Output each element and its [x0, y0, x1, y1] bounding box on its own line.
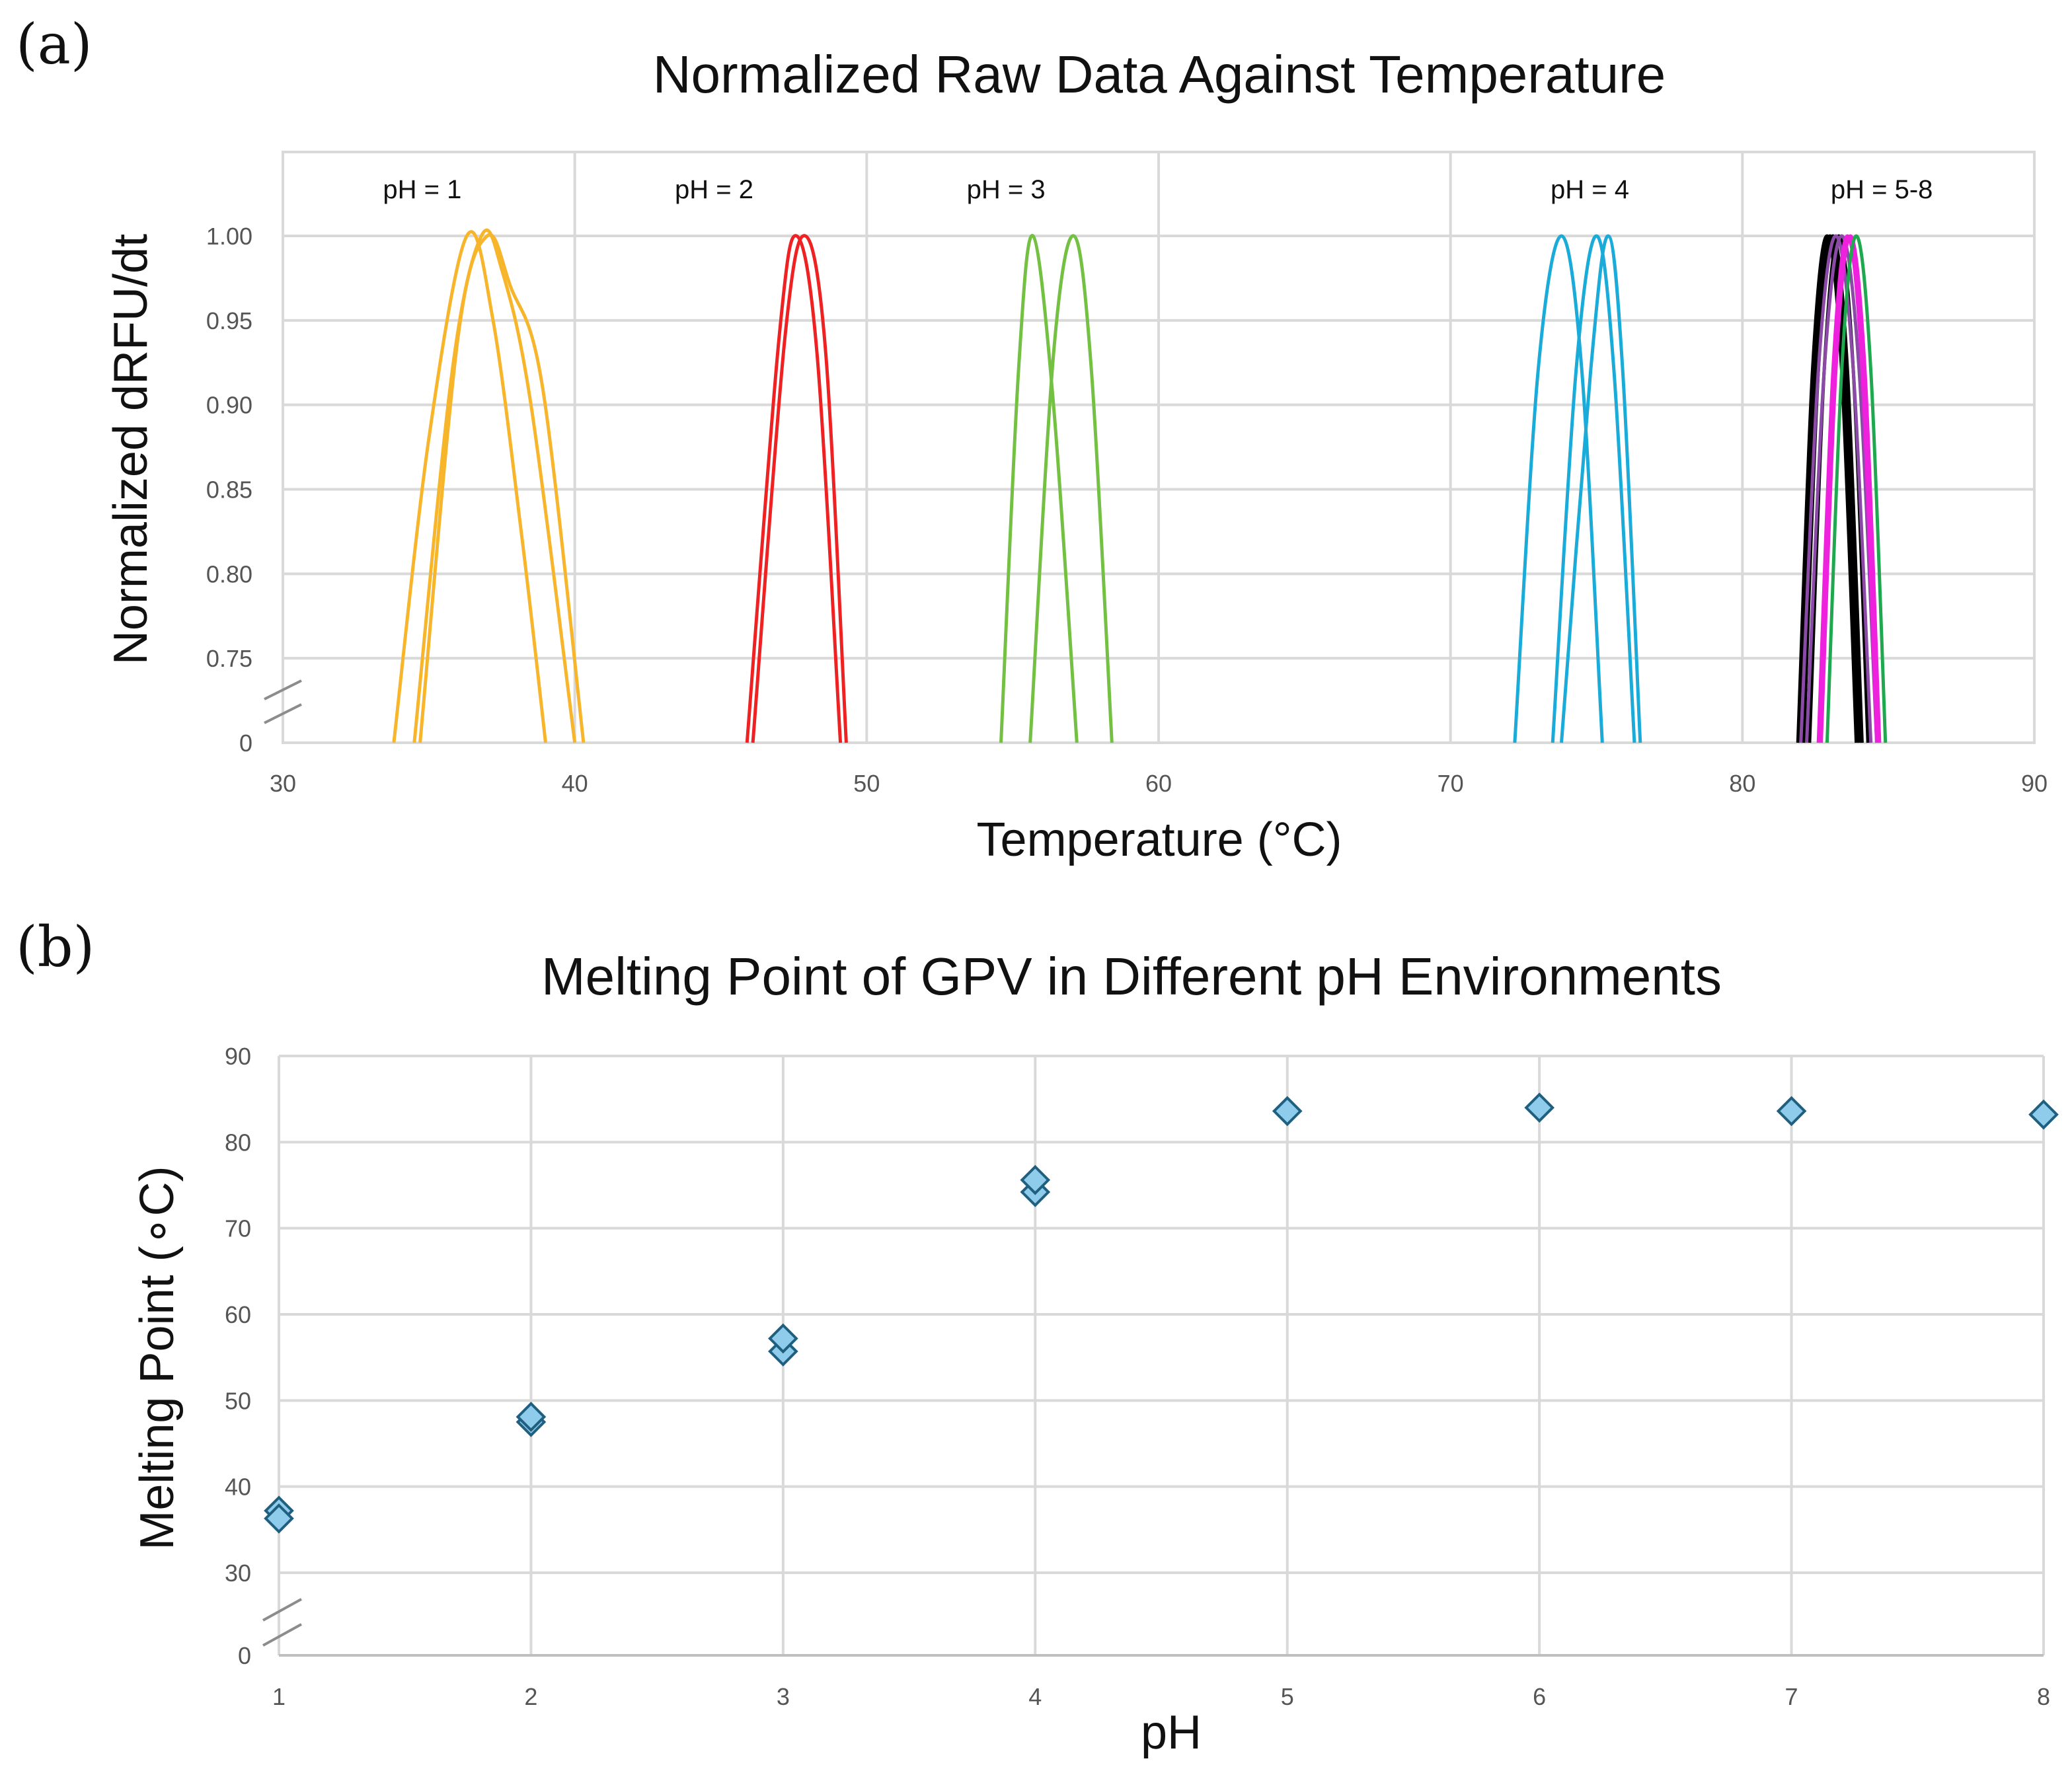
chart-b-y-tick-label: 70 — [225, 1215, 251, 1242]
series-line — [1820, 234, 1882, 743]
series-line — [1551, 234, 1636, 743]
chart-b-x-tick-label: 8 — [2037, 1683, 2050, 1710]
chart-b-x-tick-label: 3 — [777, 1683, 790, 1710]
panel-b: (b) Melting Point of GPV in Different pH… — [16, 915, 2059, 1759]
chart-a-x-axis-title: Temperature (°C) — [977, 813, 1342, 866]
panel-a-label: (a) — [16, 12, 93, 77]
chart-a-title: Normalized Raw Data Against Temperature — [653, 45, 1666, 104]
series-line — [1560, 234, 1642, 743]
chart-a-x-tick-label: 30 — [270, 770, 296, 797]
series-line — [392, 230, 547, 743]
series-line — [1825, 234, 1888, 743]
chart-a-category-label: pH = 2 — [675, 175, 753, 204]
chart-a-y-tick-label: 0.80 — [206, 560, 252, 587]
series-line — [745, 234, 843, 743]
data-point-marker — [768, 1323, 798, 1354]
series-line — [1799, 234, 1873, 743]
chart-a-category-label: pH = 3 — [967, 175, 1046, 204]
data-point-marker — [1272, 1096, 1303, 1127]
chart-a-y-tick-label: 0 — [239, 730, 252, 757]
series-line — [751, 234, 848, 743]
panel-b-label: (b) — [16, 915, 95, 979]
chart-a-gridlines — [282, 152, 2036, 744]
chart-b-y-tick-label: 40 — [225, 1474, 251, 1501]
series-line — [1796, 234, 1859, 743]
chart-a-y-tick-label: 0.85 — [206, 476, 252, 504]
chart-a-x-tick-label: 80 — [1729, 770, 1755, 797]
chart-a-plot-frame — [282, 151, 2036, 744]
chart-a-category-label: pH = 1 — [383, 175, 461, 204]
chart-b-gridlines — [278, 1055, 2045, 1657]
chart-a-x-tick-label: 40 — [562, 770, 588, 797]
chart-a-category-label: pH = 4 — [1551, 175, 1629, 204]
chart-b-x-axis-title: pH — [1141, 1706, 1202, 1759]
chart-a-y-tick-label: 0.90 — [206, 392, 252, 419]
chart-b-y-tick-label: 80 — [225, 1129, 251, 1156]
chart-b-x-tick-label: 5 — [1281, 1683, 1294, 1710]
chart-a-category-labels: pH = 1 pH = 2 pH = 3 pH = 4 pH = 5-8 — [383, 175, 1933, 204]
chart-a-x-ticks: 30 40 50 60 70 80 90 — [270, 770, 2048, 797]
data-point-marker — [1524, 1092, 1554, 1123]
chart-b-x-tick-label: 4 — [1028, 1683, 1042, 1710]
chart-b-x-tick-label: 2 — [524, 1683, 537, 1710]
chart-b-x-ticks: 1 2 3 4 5 6 7 8 — [272, 1683, 2050, 1710]
data-point-marker — [516, 1402, 547, 1432]
chart-a-y-ticks: 1.00 0.95 0.90 0.85 0.80 0.75 0 — [206, 223, 252, 757]
chart-a-axis-break — [264, 679, 302, 724]
chart-b-y-tick-label: 60 — [225, 1301, 251, 1328]
chart-b-y-tick-label: 50 — [225, 1387, 251, 1414]
chart-a-curves — [392, 228, 1888, 743]
series-line — [999, 233, 1079, 743]
chart-b-x-tick-label: 6 — [1533, 1683, 1546, 1710]
chart-a-y-tick-label: 0.75 — [206, 645, 252, 672]
chart-a-y-tick-label: 0.95 — [206, 307, 252, 334]
series-line — [1513, 234, 1604, 743]
data-point-marker — [2028, 1099, 2059, 1130]
chart-b-x-tick-label: 1 — [272, 1683, 286, 1710]
chart-b-y-axis-title: Melting Point (∘C) — [131, 1166, 184, 1550]
chart-a-x-tick-label: 90 — [2021, 770, 2048, 797]
data-point-marker — [264, 1503, 294, 1534]
chart-b-x-tick-label: 7 — [1785, 1683, 1798, 1710]
data-point-marker — [1776, 1096, 1807, 1127]
data-point-marker — [1020, 1164, 1051, 1195]
chart-a-x-tick-label: 60 — [1145, 770, 1172, 797]
chart-a-y-axis-title: Normalized dRFU/dt — [104, 234, 157, 665]
chart-b-y-ticks: 90 80 70 60 50 40 30 0 — [225, 1043, 251, 1669]
chart-b-y-tick-label: 0 — [238, 1642, 251, 1669]
panel-a: (a) Normalized Raw Data Against Temperat… — [16, 12, 2048, 866]
series-line — [418, 233, 586, 743]
chart-a-category-label: pH = 5-8 — [1831, 175, 1933, 204]
chart-b-y-tick-label: 30 — [225, 1560, 251, 1587]
chart-a-x-tick-label: 70 — [1438, 770, 1464, 797]
chart-a-y-tick-label: 1.00 — [206, 223, 252, 250]
series-line — [1028, 234, 1114, 743]
chart-b-y-tick-label: 90 — [225, 1043, 251, 1070]
chart-b-title: Melting Point of GPV in Different pH Env… — [541, 947, 1722, 1006]
chart-a-x-tick-label: 50 — [853, 770, 880, 797]
series-line — [1816, 234, 1878, 743]
series-line — [412, 228, 577, 743]
chart-b-axis-break — [262, 1598, 302, 1647]
chart-b-markers — [264, 1092, 2059, 1534]
